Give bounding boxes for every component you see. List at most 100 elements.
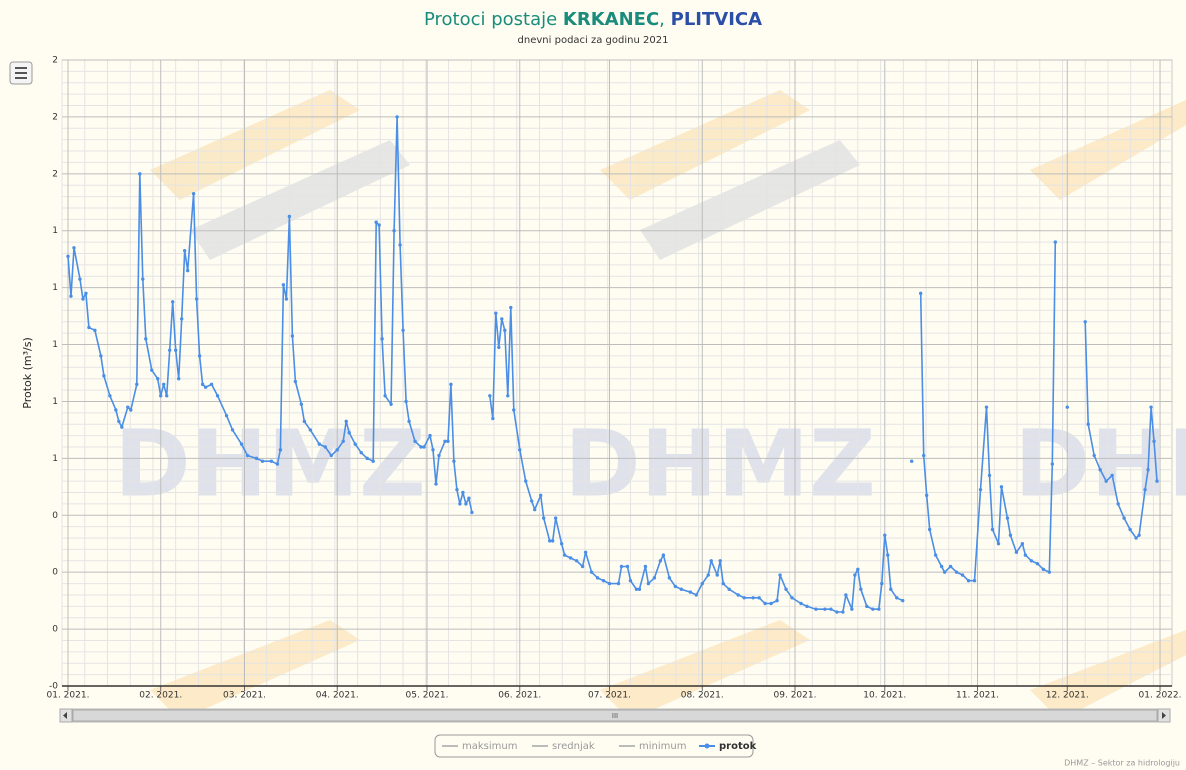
- point-marker: [948, 564, 953, 569]
- point-marker: [1110, 473, 1114, 478]
- point-marker: [287, 214, 292, 219]
- point-marker: [742, 596, 746, 600]
- point-marker: [197, 354, 202, 358]
- x-tick-label: 03. 2021.: [223, 691, 266, 701]
- x-tick-label: 10. 2021.: [863, 691, 906, 701]
- point-marker: [539, 493, 543, 498]
- x-tick-label: 09. 2021.: [774, 691, 817, 701]
- point-marker: [293, 379, 298, 384]
- point-marker: [688, 590, 693, 594]
- point-marker: [1053, 240, 1058, 244]
- x-tick-label: 06. 2021.: [498, 691, 541, 701]
- point-marker: [329, 453, 333, 458]
- title-part: Protoci postaje: [424, 9, 563, 30]
- point-marker: [344, 419, 348, 424]
- point-marker: [667, 576, 672, 580]
- point-marker: [883, 533, 887, 537]
- title-part: ,: [659, 9, 670, 30]
- point-marker: [281, 283, 286, 287]
- y-tick-label: 1: [52, 397, 58, 407]
- point-marker: [179, 317, 184, 321]
- point-marker: [422, 445, 426, 449]
- point-marker: [455, 487, 459, 492]
- y-tick-label: 1: [52, 283, 58, 293]
- point-marker: [500, 317, 504, 321]
- point-marker: [284, 297, 289, 301]
- point-marker: [1023, 553, 1028, 557]
- point-marker: [176, 376, 181, 381]
- point-marker: [859, 587, 863, 591]
- legend-item: minimum: [639, 741, 686, 752]
- point-marker: [239, 442, 244, 446]
- point-marker: [470, 510, 474, 515]
- point-marker: [778, 573, 782, 577]
- point-marker: [559, 542, 564, 546]
- point-marker: [141, 277, 145, 281]
- watermark-layer: DHMZDHMZDHMZ: [114, 410, 1186, 517]
- y-axis-label: Protok (m³/s): [21, 337, 34, 409]
- point-marker: [114, 408, 118, 412]
- point-marker: [371, 459, 375, 463]
- point-marker: [541, 516, 546, 520]
- point-marker: [1098, 468, 1102, 472]
- point-marker: [341, 439, 345, 443]
- point-marker: [359, 450, 363, 455]
- point-marker: [1134, 536, 1138, 540]
- point-marker: [533, 507, 537, 512]
- point-marker: [736, 593, 740, 597]
- point-marker: [775, 598, 779, 603]
- point-marker: [278, 448, 283, 452]
- point-marker: [658, 559, 663, 563]
- x-tick-label: 01. 2021.: [47, 691, 90, 701]
- point-marker: [431, 448, 435, 452]
- point-marker: [856, 567, 860, 572]
- watermark: DHMZ: [564, 410, 876, 517]
- point-marker: [652, 576, 657, 580]
- point-marker: [524, 479, 528, 483]
- point-marker: [835, 610, 839, 614]
- point-marker: [1008, 533, 1013, 537]
- point-marker: [550, 539, 555, 543]
- point-marker: [568, 556, 573, 560]
- point-marker: [209, 382, 214, 387]
- point-marker: [1092, 453, 1096, 458]
- point-marker: [679, 587, 684, 591]
- point-marker: [865, 604, 869, 609]
- point-marker: [224, 413, 229, 418]
- point-marker: [978, 487, 983, 492]
- point-marker: [625, 564, 630, 569]
- y-tick-label: -0: [49, 682, 58, 692]
- watermark-stripes: [150, 90, 1186, 720]
- point-marker: [497, 345, 501, 350]
- x-tick-label: 08. 2021.: [681, 691, 724, 701]
- point-marker: [374, 220, 378, 224]
- point-marker: [942, 570, 947, 574]
- point-marker: [156, 376, 160, 381]
- point-marker: [1104, 479, 1108, 483]
- point-marker: [547, 539, 552, 543]
- y-tick-label: 0: [52, 511, 58, 521]
- menu-button[interactable]: [9, 61, 33, 85]
- scrollbar[interactable]: [59, 708, 1171, 723]
- point-marker: [643, 564, 648, 569]
- point-marker: [1065, 405, 1069, 409]
- point-marker: [850, 607, 854, 611]
- point-marker: [583, 550, 588, 554]
- point-marker: [1020, 542, 1025, 546]
- point-marker: [990, 527, 995, 532]
- point-marker: [1143, 487, 1147, 492]
- point-marker: [996, 542, 1001, 546]
- point-marker: [171, 300, 175, 304]
- point-marker: [84, 291, 88, 296]
- point-marker: [574, 559, 579, 563]
- point-marker: [509, 305, 513, 310]
- point-marker: [392, 229, 396, 233]
- scrollbar-grip: III: [612, 712, 618, 720]
- point-marker: [269, 459, 274, 463]
- point-marker: [299, 402, 304, 406]
- x-tick-label: 12. 2021.: [1046, 691, 1089, 701]
- point-marker: [999, 485, 1004, 489]
- point-marker: [700, 581, 704, 586]
- legend-marker: [704, 743, 710, 749]
